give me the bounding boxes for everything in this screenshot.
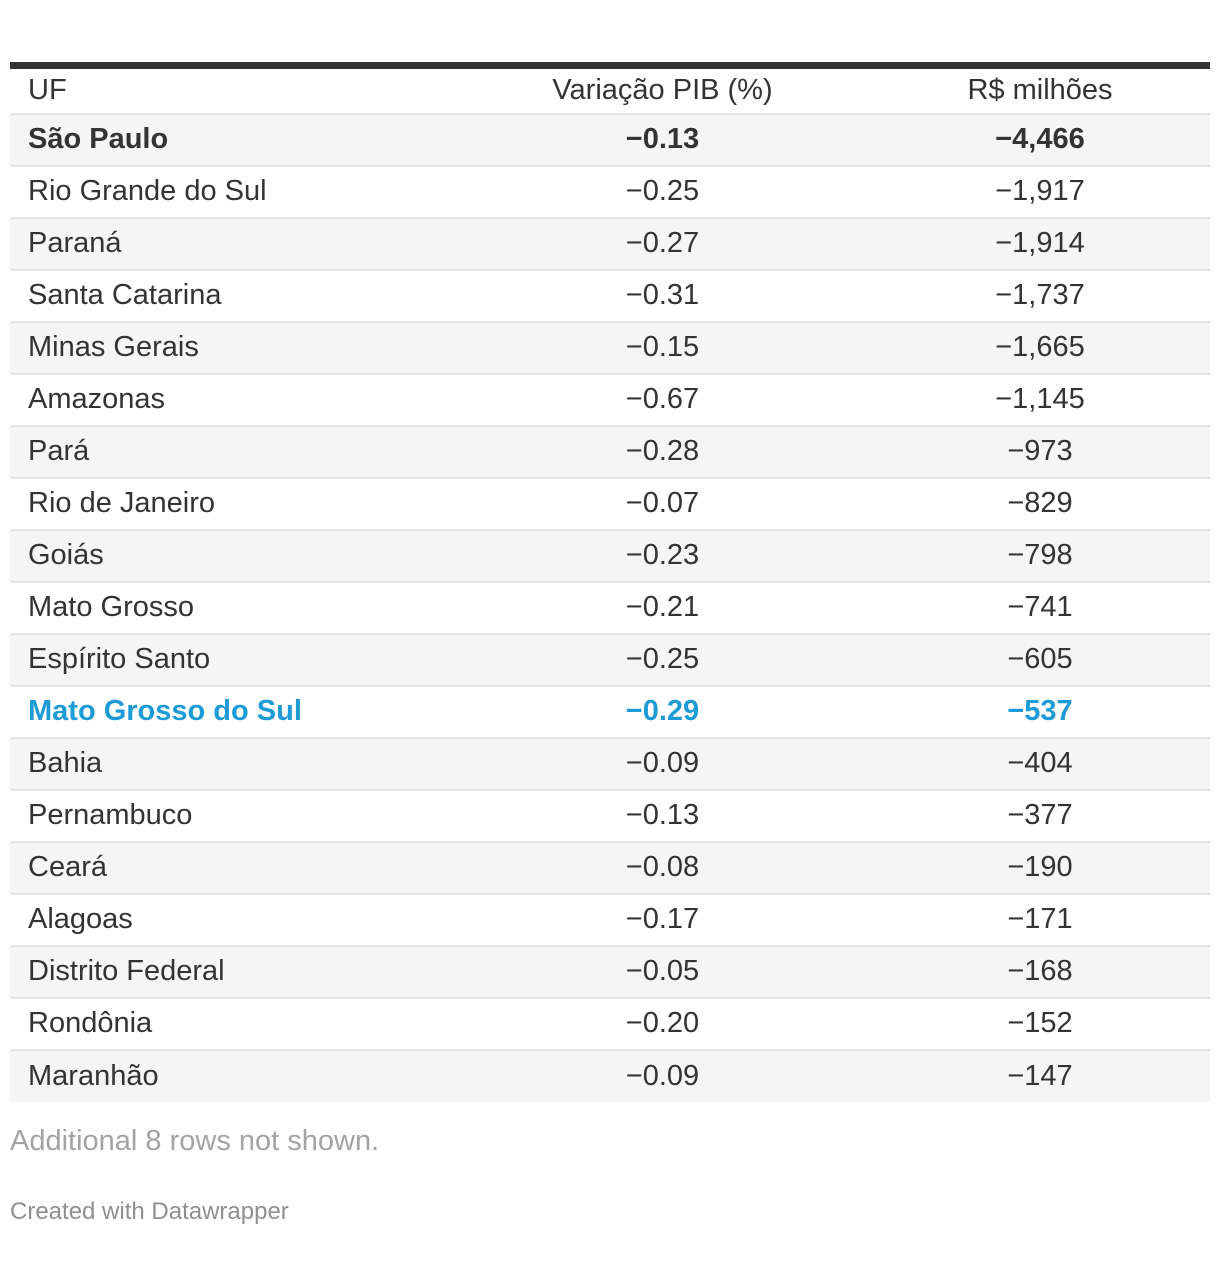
cell-uf: Maranhão	[10, 1048, 455, 1102]
cell-uf: Espírito Santo	[10, 632, 455, 686]
cell-uf: Mato Grosso	[10, 580, 455, 634]
cell-pib: −0.25	[455, 632, 870, 686]
cell-pib: −0.09	[455, 736, 870, 790]
cell-pib: −0.07	[455, 476, 870, 530]
table-row: Espírito Santo −0.25 −605	[10, 632, 1210, 686]
table-row: Rondônia −0.20 −152	[10, 996, 1210, 1050]
table-row: Pará −0.28 −973	[10, 424, 1210, 478]
cell-milhoes: −147	[870, 1048, 1210, 1102]
cell-milhoes: −171	[870, 892, 1210, 946]
cell-pib: −0.05	[455, 944, 870, 998]
cell-milhoes: −1,145	[870, 372, 1210, 426]
cell-uf: Bahia	[10, 736, 455, 790]
datawrapper-table-page: UF Variação PIB (%) R$ milhões São Paulo…	[10, 62, 1210, 1225]
cell-milhoes: −1,914	[870, 216, 1210, 270]
cell-milhoes: −404	[870, 736, 1210, 790]
cell-pib: −0.29	[455, 684, 870, 738]
cell-pib: −0.28	[455, 424, 870, 478]
cell-uf: Ceará	[10, 840, 455, 894]
table-row: Goiás −0.23 −798	[10, 528, 1210, 582]
table-row: Distrito Federal −0.05 −168	[10, 944, 1210, 998]
cell-uf: Rio de Janeiro	[10, 476, 455, 530]
cell-milhoes: −741	[870, 580, 1210, 634]
cell-pib: −0.17	[455, 892, 870, 946]
header-pib: Variação PIB (%)	[552, 74, 773, 107]
cell-pib: −0.67	[455, 372, 870, 426]
cell-pib: −0.09	[455, 1048, 870, 1102]
cell-milhoes: −829	[870, 476, 1210, 530]
cell-uf: Mato Grosso do Sul	[10, 684, 455, 738]
table-row: Bahia −0.09 −404	[10, 736, 1210, 790]
table-row: Rio Grande do Sul −0.25 −1,917	[10, 164, 1210, 218]
cell-uf: Rondônia	[10, 996, 455, 1050]
header-row: UF Variação PIB (%) R$ milhões	[10, 66, 1210, 114]
header-uf: UF	[28, 74, 67, 107]
table-row: Minas Gerais −0.15 −1,665	[10, 320, 1210, 374]
cell-uf: Goiás	[10, 528, 455, 582]
cell-milhoes: −1,737	[870, 268, 1210, 322]
datawrapper-credit[interactable]: Created with Datawrapper	[10, 1197, 289, 1225]
cell-pib: −0.23	[455, 528, 870, 582]
table-header: UF Variação PIB (%) R$ milhões	[10, 66, 1210, 114]
cell-milhoes: −4,466	[870, 112, 1210, 166]
table-row: Mato Grosso −0.21 −741	[10, 580, 1210, 634]
cell-pib: −0.27	[455, 216, 870, 270]
cell-uf: Rio Grande do Sul	[10, 164, 455, 218]
table-row: Ceará −0.08 −190	[10, 840, 1210, 894]
cell-uf: São Paulo	[10, 112, 455, 166]
cell-milhoes: −605	[870, 632, 1210, 686]
table-row: Amazonas −0.67 −1,145	[10, 372, 1210, 426]
cell-milhoes: −1,917	[870, 164, 1210, 218]
cell-milhoes: −168	[870, 944, 1210, 998]
table-row: Pernambuco −0.13 −377	[10, 788, 1210, 842]
cell-pib: −0.13	[455, 112, 870, 166]
cell-milhoes: −152	[870, 996, 1210, 1050]
cell-pib: −0.15	[455, 320, 870, 374]
cell-uf: Pernambuco	[10, 788, 455, 842]
cell-milhoes: −1,665	[870, 320, 1210, 374]
cell-pib: −0.20	[455, 996, 870, 1050]
cell-uf: Paraná	[10, 216, 455, 270]
cell-milhoes: −798	[870, 528, 1210, 582]
cell-pib: −0.08	[455, 840, 870, 894]
cell-milhoes: −377	[870, 788, 1210, 842]
cell-uf: Distrito Federal	[10, 944, 455, 998]
cell-milhoes: −537	[870, 684, 1210, 738]
cell-milhoes: −973	[870, 424, 1210, 478]
cell-uf: Santa Catarina	[10, 268, 455, 322]
table-row: Paraná −0.27 −1,914	[10, 216, 1210, 270]
cell-milhoes: −190	[870, 840, 1210, 894]
table-row: Santa Catarina −0.31 −1,737	[10, 268, 1210, 322]
header-milhoes: R$ milhões	[967, 74, 1113, 107]
data-table: UF Variação PIB (%) R$ milhões São Paulo…	[10, 62, 1210, 1102]
cell-uf: Alagoas	[10, 892, 455, 946]
table-row: Maranhão −0.09 −147	[10, 1048, 1210, 1102]
cell-uf: Minas Gerais	[10, 320, 455, 374]
table-body: São Paulo −0.13 −4,466 Rio Grande do Sul…	[10, 112, 1210, 1102]
cell-pib: −0.31	[455, 268, 870, 322]
table-row: Rio de Janeiro −0.07 −829	[10, 476, 1210, 530]
hidden-rows-note: Additional 8 rows not shown.	[10, 1124, 380, 1157]
cell-pib: −0.13	[455, 788, 870, 842]
cell-pib: −0.21	[455, 580, 870, 634]
table-row: Mato Grosso do Sul −0.29 −537	[10, 684, 1210, 738]
table-row: São Paulo −0.13 −4,466	[10, 112, 1210, 166]
cell-pib: −0.25	[455, 164, 870, 218]
table-row: Alagoas −0.17 −171	[10, 892, 1210, 946]
cell-uf: Amazonas	[10, 372, 455, 426]
cell-uf: Pará	[10, 424, 455, 478]
